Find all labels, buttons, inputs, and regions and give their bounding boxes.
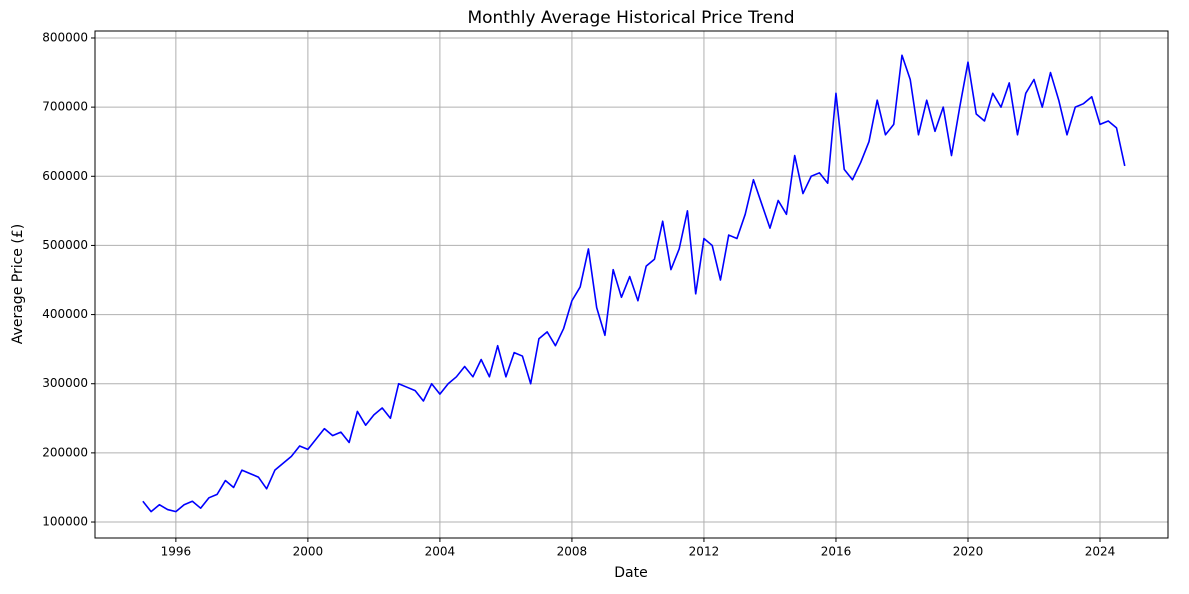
x-tick-label: 2004 <box>425 545 456 559</box>
x-tick-label: 2012 <box>689 545 720 559</box>
y-tick-label: 200000 <box>42 445 88 459</box>
x-tick-label: 2016 <box>821 545 852 559</box>
x-tick-label: 2008 <box>557 545 588 559</box>
x-tick-label: 2000 <box>293 545 324 559</box>
x-tick-label: 2020 <box>953 545 984 559</box>
x-tick-label: 2024 <box>1085 545 1116 559</box>
x-tick-label: 1996 <box>161 545 192 559</box>
y-tick-label: 500000 <box>42 238 88 252</box>
y-tick-label: 700000 <box>42 100 88 114</box>
y-tick-label: 300000 <box>42 376 88 390</box>
y-tick-label: 600000 <box>42 169 88 183</box>
plot-frame <box>94 30 1169 539</box>
y-tick-label: 400000 <box>42 307 88 321</box>
y-tick-label: 800000 <box>42 30 88 44</box>
price-line <box>142 54 1126 513</box>
chart-title: Monthly Average Historical Price Trend <box>467 8 794 28</box>
x-axis-label: Date <box>614 565 647 581</box>
y-tick-label: 100000 <box>42 515 88 529</box>
y-axis-label: Average Price (£) <box>10 224 26 344</box>
